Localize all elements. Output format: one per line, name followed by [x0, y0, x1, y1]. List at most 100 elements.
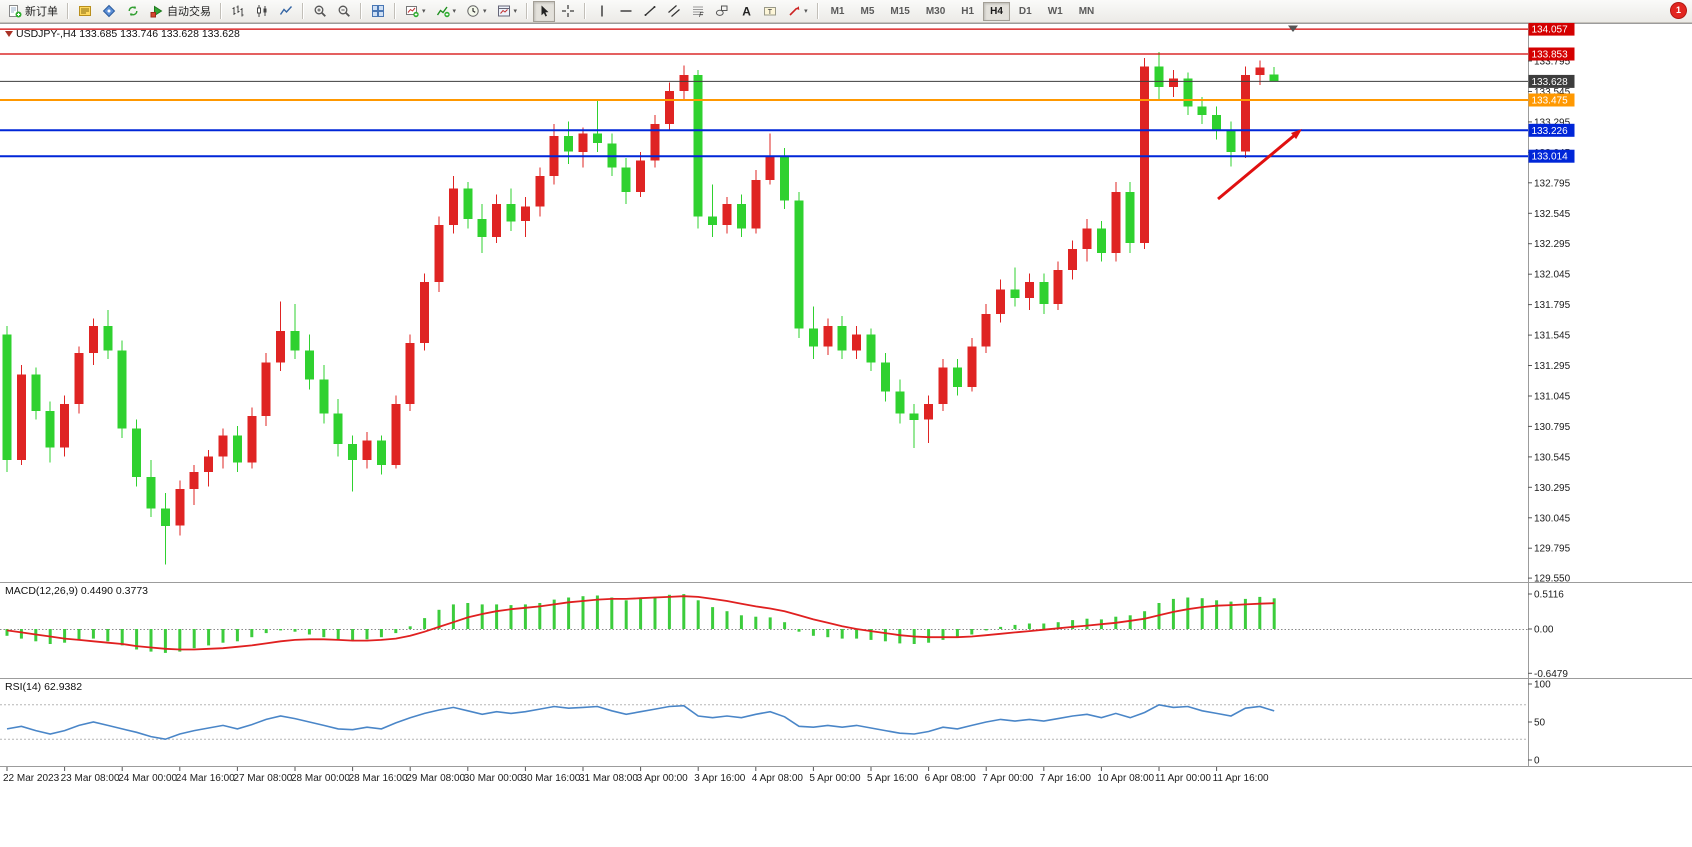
- timeframe-m5-button[interactable]: M5: [860, 5, 875, 17]
- rsi-axis-label: 100: [1534, 680, 1551, 691]
- chart-canvas[interactable]: 133.795133.545133.295133.045132.795132.5…: [0, 23, 1692, 847]
- candle: [952, 367, 962, 387]
- candle: [1168, 78, 1178, 88]
- timeframe-mn-button[interactable]: MN: [1078, 5, 1095, 17]
- crosshair-button[interactable]: [557, 1, 579, 22]
- candle: [938, 367, 948, 404]
- candle: [722, 204, 732, 225]
- cursor-button[interactable]: [533, 0, 556, 22]
- periods-button[interactable]: ▾: [462, 1, 491, 22]
- timeframe-w1-button[interactable]: W1: [1047, 5, 1063, 17]
- market-watch-button[interactable]: [74, 1, 96, 22]
- timeframe-m15-button[interactable]: M15: [890, 5, 910, 17]
- candle: [866, 334, 876, 363]
- timeframe-m30-button[interactable]: M30: [925, 5, 946, 17]
- timeframe-m1-button[interactable]: M1: [830, 5, 845, 17]
- price-tag-label: 133.853: [1532, 50, 1569, 61]
- candle: [650, 123, 660, 161]
- time-axis-label: 31 Mar 08:00: [579, 773, 638, 784]
- candle: [1039, 282, 1049, 304]
- candle: [204, 456, 214, 473]
- tile-windows-button[interactable]: [367, 1, 389, 22]
- chevron-down-icon: ▾: [483, 8, 487, 15]
- candle: [1125, 192, 1135, 244]
- text-icon: A: [739, 4, 753, 19]
- toolbar-separator: [526, 3, 529, 19]
- candle: [276, 330, 286, 363]
- candle: [319, 379, 329, 414]
- candle: [16, 374, 26, 460]
- candle: [996, 289, 1006, 314]
- time-axis-label: 7 Apr 00:00: [982, 773, 1034, 784]
- text-button[interactable]: A: [735, 1, 757, 22]
- price-axis-label: 132.045: [1534, 270, 1571, 281]
- candle: [1082, 228, 1092, 250]
- candle: [708, 216, 718, 225]
- candle: [333, 413, 343, 445]
- candle: [780, 155, 790, 201]
- time-axis-label: 5 Apr 00:00: [809, 773, 861, 784]
- candle: [621, 167, 631, 192]
- new-chart-icon: [405, 4, 419, 18]
- arrow-annotation[interactable]: [1217, 129, 1302, 201]
- candle: [564, 135, 574, 152]
- vertical-line-button[interactable]: [591, 1, 613, 22]
- toolbar-separator: [302, 3, 304, 19]
- new-chart-button[interactable]: ▾: [401, 1, 430, 22]
- chevron-down-icon: ▾: [452, 8, 457, 15]
- line-chart-button[interactable]: [275, 1, 297, 22]
- price-axis-label: 131.545: [1534, 331, 1571, 342]
- auto-trading-button[interactable]: 自动交易: [146, 1, 215, 22]
- notification-badge[interactable]: 1: [1671, 3, 1686, 18]
- candle: [2, 334, 12, 460]
- arrows-button[interactable]: ▾: [783, 1, 812, 22]
- candlestick-chart-button[interactable]: [251, 1, 273, 22]
- zoom-in-button[interactable]: [309, 1, 331, 22]
- fibonacci-button[interactable]: F: [687, 1, 709, 22]
- price-tag-label: 133.628: [1532, 77, 1569, 88]
- zoom-out-button[interactable]: [333, 1, 355, 22]
- channel-button[interactable]: [663, 1, 685, 22]
- candle: [175, 489, 185, 526]
- timeframe-h4-button[interactable]: H4: [983, 1, 1010, 21]
- trendline-button[interactable]: [639, 1, 661, 22]
- macd-indicator-label: MACD(12,26,9) 0.4490 0.3773: [5, 585, 149, 597]
- candle: [794, 200, 804, 329]
- horizontal-line-objects: [0, 28, 1528, 158]
- rsi-line: [6, 703, 1275, 741]
- candle: [880, 362, 890, 392]
- market-watch-icon: [78, 4, 92, 18]
- time-axis-label: 5 Apr 16:00: [867, 773, 919, 784]
- time-axis-label: 24 Mar 00:00: [118, 773, 177, 784]
- rsi-indicator-label: RSI(14) 62.9382: [5, 681, 83, 693]
- price-axis-label: 132.795: [1534, 178, 1571, 189]
- time-axis-label: 28 Mar 16:00: [349, 773, 408, 784]
- bar-chart-button[interactable]: [227, 1, 249, 22]
- candle: [578, 133, 588, 152]
- candle: [420, 282, 430, 343]
- price-tag-label: 133.226: [1532, 126, 1569, 137]
- horizontal-line-button[interactable]: [615, 1, 637, 22]
- indicators-button[interactable]: ▾: [432, 1, 461, 22]
- time-axis-label: 11 Apr 16:00: [1213, 773, 1269, 784]
- candle: [261, 362, 271, 417]
- refresh-button[interactable]: [122, 1, 144, 22]
- shapes-button[interactable]: [711, 1, 733, 22]
- macd-axis: 0.5116 0.00 -0.6479: [1528, 590, 1568, 680]
- price-axis-label: 132.545: [1534, 209, 1571, 220]
- candle: [31, 374, 41, 412]
- macd-axis-label: 0.00: [1534, 625, 1554, 636]
- new-order-button[interactable]: 新订单: [4, 1, 62, 22]
- one-click-trading-toggle[interactable]: [5, 31, 13, 37]
- text-label-button[interactable]: T: [759, 1, 781, 22]
- candle: [736, 204, 746, 229]
- navigator-button[interactable]: [98, 1, 120, 22]
- timeframe-d1-button[interactable]: D1: [1018, 5, 1032, 17]
- chart-shift-marker[interactable]: [1288, 25, 1298, 33]
- timeframe-h1-button[interactable]: H1: [961, 5, 975, 17]
- autotrade-icon: [150, 4, 164, 18]
- toolbar-separator: [67, 3, 69, 19]
- chevron-down-icon: ▾: [513, 8, 518, 15]
- templates-button[interactable]: ▾: [493, 1, 522, 22]
